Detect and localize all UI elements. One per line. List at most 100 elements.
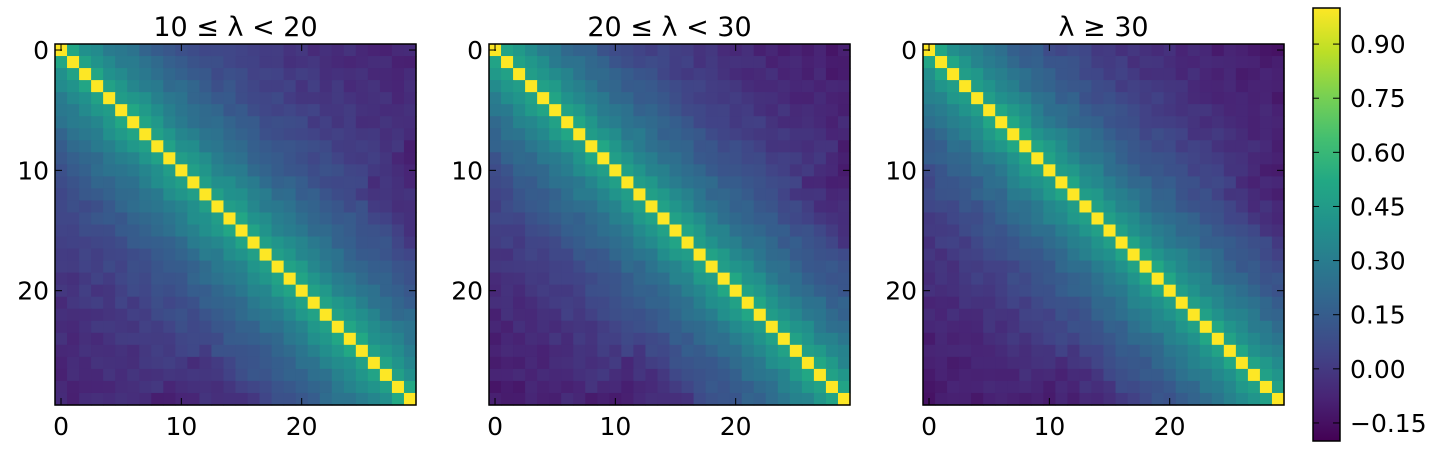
heatmap-cell: [789, 236, 803, 250]
heatmap-cell: [741, 380, 755, 394]
heatmap-cell: [199, 140, 213, 153]
heatmap-cell: [1115, 116, 1129, 129]
heatmap-cell: [489, 272, 502, 286]
heatmap-cell: [1175, 188, 1189, 202]
heatmap-cell: [681, 320, 695, 334]
heatmap-cell: [1175, 116, 1189, 129]
heatmap-cell: [175, 92, 188, 105]
heatmap-cell: [633, 284, 647, 298]
heatmap-cell: [525, 368, 538, 382]
heatmap-cell: [223, 320, 237, 334]
heatmap-cell: [489, 308, 502, 322]
heatmap-cell: [983, 164, 996, 177]
heatmap-cell: [1187, 248, 1201, 262]
heatmap-cell: [935, 176, 948, 189]
heatmap-cell: [813, 392, 827, 406]
heatmap-cell: [1199, 152, 1213, 165]
heatmap-cell: [79, 308, 92, 322]
heatmap-cell: [55, 344, 68, 358]
heatmap-cell: [1199, 272, 1213, 286]
heatmap-cell: [717, 392, 731, 406]
heatmap-cell: [597, 308, 610, 322]
heatmap-cell: [501, 200, 514, 214]
heatmap-cell: [139, 140, 152, 153]
heatmap-cell: [1187, 128, 1201, 141]
heatmap-cell: [753, 152, 767, 165]
heatmap-cell: [379, 332, 393, 346]
heatmap-cell: [549, 176, 562, 189]
heatmap-cell: [705, 308, 719, 322]
heatmap-cell: [1259, 212, 1273, 226]
heatmap-cell: [645, 152, 659, 165]
heatmap-cell: [1043, 284, 1056, 298]
heatmap-cell: [331, 344, 345, 358]
heatmap-cell: [573, 152, 586, 165]
heatmap-cell: [199, 332, 213, 346]
heatmap-cell: [139, 284, 152, 298]
heatmap-cell: [379, 368, 393, 382]
heatmap-cell: [115, 200, 128, 214]
heatmap-cell: [1079, 284, 1093, 298]
heatmap-cell: [271, 380, 285, 394]
heatmap-cell: [187, 92, 200, 105]
heatmap-cell: [585, 320, 598, 334]
heatmap-cell: [935, 140, 948, 153]
heatmap-cell: [549, 248, 562, 262]
heatmap-cell: [1211, 380, 1225, 394]
heatmap-cell: [115, 104, 128, 117]
heatmap-cell: [633, 200, 647, 214]
heatmap-cell: [55, 92, 68, 105]
heatmap-cell: [1235, 320, 1249, 334]
heatmap-cell: [391, 236, 405, 250]
heatmap-cell: [67, 392, 80, 406]
heatmap-cell: [1139, 260, 1153, 274]
heatmap-cell: [367, 92, 381, 105]
heatmap-cell: [1271, 116, 1285, 129]
heatmap-cell: [717, 200, 731, 214]
heatmap-cell: [1223, 44, 1237, 57]
heatmap-cell: [355, 284, 369, 298]
heatmap-cell: [1043, 188, 1056, 202]
heatmap-cell: [561, 212, 574, 226]
heatmap-cell: [825, 176, 839, 189]
heatmap-cell: [103, 272, 116, 286]
heatmap-cell: [295, 344, 309, 358]
heatmap-cell: [1223, 320, 1237, 334]
heatmap-cell: [55, 296, 68, 310]
heatmap-cell: [681, 332, 695, 346]
heatmap-cell: [115, 152, 128, 165]
heatmap-cell: [139, 200, 152, 214]
heatmap-cell: [1067, 344, 1081, 358]
heatmap-cell: [1163, 68, 1177, 81]
heatmap-cell: [283, 128, 297, 141]
heatmap-cell: [1151, 188, 1165, 202]
heatmap-cell: [693, 272, 707, 286]
heatmap-cell: [115, 320, 128, 334]
heatmap-cell: [971, 200, 984, 214]
heatmap-cell: [91, 200, 104, 214]
heatmap-cell: [1079, 140, 1093, 153]
heatmap-cell: [1127, 320, 1141, 334]
heatmap-cell: [585, 272, 598, 286]
heatmap-cell: [765, 332, 779, 346]
heatmap-cell: [537, 128, 550, 141]
heatmap-cell: [1139, 344, 1153, 358]
heatmap-cell: [1151, 380, 1165, 394]
heatmap-cell: [175, 104, 188, 117]
heatmap-cell: [633, 140, 647, 153]
heatmap-cell: [259, 188, 273, 202]
heatmap-cell: [1247, 392, 1261, 406]
heatmap-cell: [705, 200, 719, 214]
heatmap-cell: [259, 248, 273, 262]
heatmap-cell: [1019, 380, 1032, 394]
heatmap-cell: [995, 236, 1008, 250]
heatmap-cell: [609, 104, 622, 117]
heatmap-cell: [777, 56, 791, 69]
heatmap-cell: [1079, 176, 1093, 189]
heatmap-cell: [1055, 308, 1068, 322]
heatmap-cell: [1127, 56, 1141, 69]
heatmap-cell: [525, 164, 538, 177]
heatmap-cell: [1091, 380, 1105, 394]
heatmap-cell: [657, 176, 671, 189]
heatmap-cell: [79, 128, 92, 141]
